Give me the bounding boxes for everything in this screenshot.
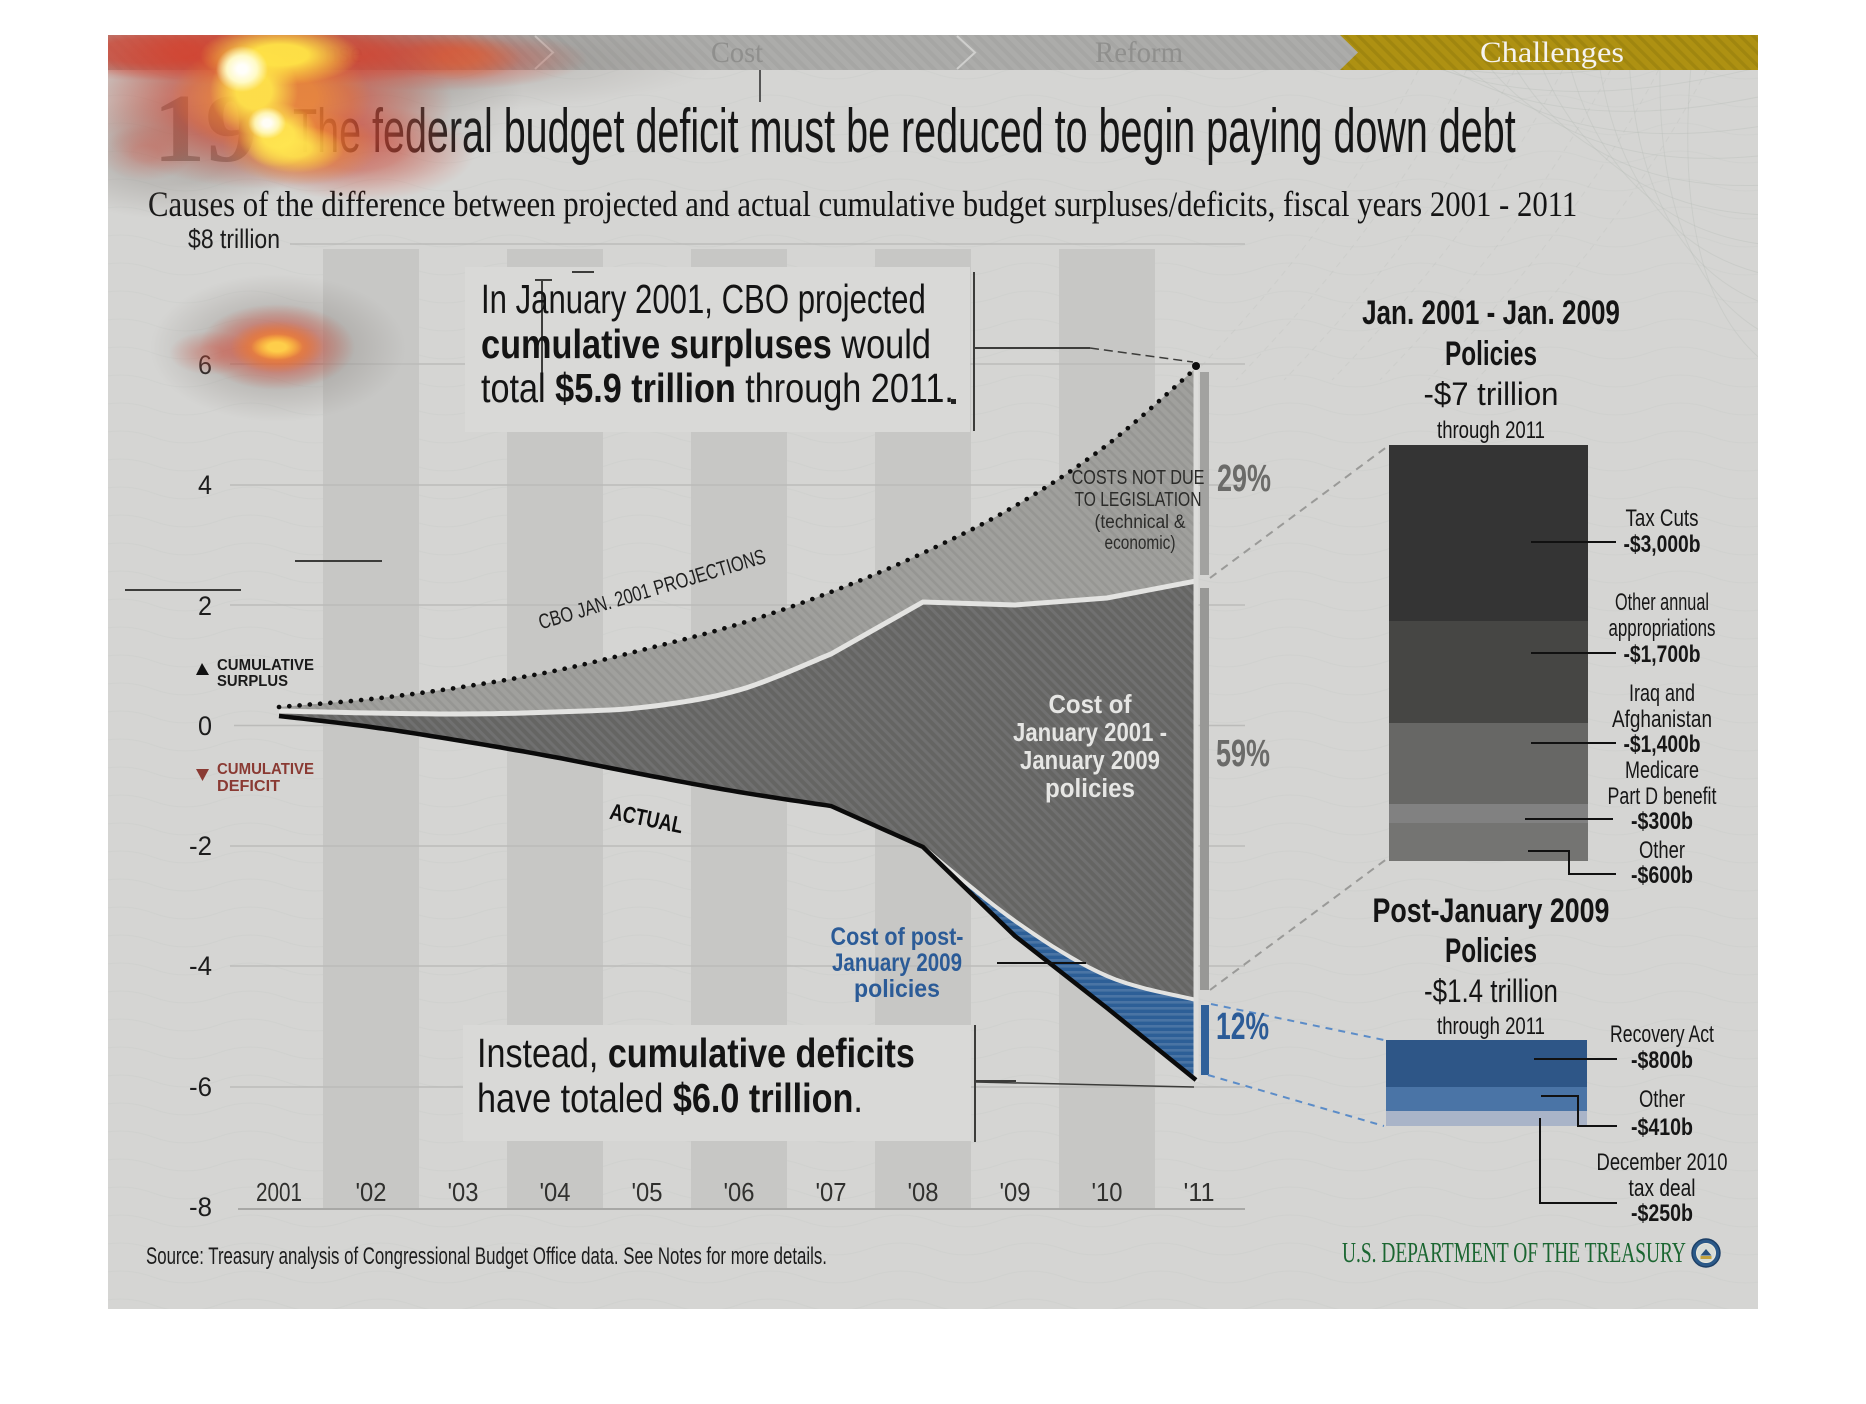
svg-text:January 2009: January 2009 <box>832 948 962 976</box>
svg-text:December 2010: December 2010 <box>1597 1149 1728 1176</box>
svg-text:Afghanistan: Afghanistan <box>1612 705 1712 733</box>
svg-text:'06: '06 <box>724 1178 755 1207</box>
svg-text:Cost of post-: Cost of post- <box>831 923 964 951</box>
svg-text:59%: 59% <box>1216 731 1270 774</box>
svg-text:Tax Cuts: Tax Cuts <box>1626 505 1699 532</box>
svg-text:-$1,700b: -$1,700b <box>1624 640 1701 668</box>
svg-text:-$3,000b: -$3,000b <box>1624 530 1701 558</box>
svg-text:cumulative surpluses would: cumulative surpluses would <box>481 322 931 368</box>
svg-text:TO LEGISLATION: TO LEGISLATION <box>1075 488 1202 510</box>
svg-text:Policies: Policies <box>1445 932 1537 970</box>
svg-text:'04: '04 <box>540 1178 571 1207</box>
svg-text:(technical &: (technical & <box>1095 511 1186 532</box>
svg-text:'10: '10 <box>1092 1178 1123 1207</box>
svg-text:29%: 29% <box>1217 456 1271 499</box>
svg-text:-$410b: -$410b <box>1631 1113 1693 1140</box>
svg-text:CUMULATIVE: CUMULATIVE <box>217 657 314 675</box>
svg-text:12%: 12% <box>1216 1004 1269 1047</box>
svg-text:'09: '09 <box>1000 1178 1031 1207</box>
svg-text:2001: 2001 <box>256 1178 302 1207</box>
svg-text:19: 19 <box>153 75 258 183</box>
svg-text:Recovery Act: Recovery Act <box>1610 1021 1714 1047</box>
svg-text:'05: '05 <box>632 1178 663 1207</box>
svg-text:SURPLUS: SURPLUS <box>217 673 288 691</box>
svg-text:Cost: Cost <box>711 36 763 69</box>
svg-text:January 2009: January 2009 <box>1020 746 1160 775</box>
svg-text:policies: policies <box>854 975 940 1003</box>
svg-text:-$7 trillion: -$7 trillion <box>1424 376 1559 412</box>
svg-text:-$800b: -$800b <box>1631 1046 1693 1073</box>
svg-text:Post-January 2009: Post-January 2009 <box>1373 892 1610 930</box>
svg-text:Challenges: Challenges <box>1480 35 1624 69</box>
svg-text:Iraq and: Iraq and <box>1629 681 1695 707</box>
svg-text:DEFICIT: DEFICIT <box>217 777 280 795</box>
svg-text:January 2001 -: January 2001 - <box>1013 718 1167 747</box>
svg-text:total $5.9 trillion through 20: total $5.9 trillion through 2011. <box>481 366 954 412</box>
svg-text:0: 0 <box>198 710 212 741</box>
svg-text:U.S. DEPARTMENT OF THE TREASUR: U.S. DEPARTMENT OF THE TREASURY <box>1342 1239 1686 1269</box>
svg-text:In January 2001, CBO projected: In January 2001, CBO projected <box>481 276 926 322</box>
svg-text:have totaled $6.0 trillion.: have totaled $6.0 trillion. <box>477 1076 863 1122</box>
svg-text:-6: -6 <box>189 1071 212 1102</box>
svg-text:Reform: Reform <box>1095 36 1183 69</box>
svg-text:Other: Other <box>1639 837 1685 864</box>
svg-text:-2: -2 <box>189 830 212 861</box>
svg-text:'03: '03 <box>448 1178 479 1207</box>
svg-text:COSTS NOT DUE: COSTS NOT DUE <box>1072 466 1205 488</box>
svg-text:-$300b: -$300b <box>1631 807 1693 834</box>
svg-text:-$600b: -$600b <box>1631 861 1693 888</box>
svg-text:6: 6 <box>198 349 212 380</box>
svg-text:'08: '08 <box>908 1178 939 1207</box>
svg-text:-4: -4 <box>189 950 212 981</box>
svg-text:Response: Response <box>251 37 363 69</box>
svg-text:Part D benefit: Part D benefit <box>1608 784 1717 810</box>
svg-text:Jan. 2001 - Jan. 2009: Jan. 2001 - Jan. 2009 <box>1362 295 1620 332</box>
svg-text:$8 trillion: $8 trillion <box>188 224 280 254</box>
svg-text:economic): economic) <box>1105 531 1176 553</box>
svg-text:Other annual: Other annual <box>1615 589 1709 616</box>
svg-text:appropriations: appropriations <box>1609 615 1716 642</box>
svg-text:'11: '11 <box>1184 1179 1215 1207</box>
svg-text:Other: Other <box>1639 1086 1685 1113</box>
svg-text:Cost of: Cost of <box>1049 690 1133 719</box>
svg-text:policies: policies <box>1045 774 1135 803</box>
svg-text:Instead, cumulative deficits: Instead, cumulative deficits <box>477 1030 915 1076</box>
svg-text:Medicare: Medicare <box>1625 758 1699 784</box>
svg-text:Causes of the difference betwe: Causes of the difference between project… <box>148 185 1577 225</box>
svg-text:-$1.4 trillion: -$1.4 trillion <box>1424 975 1558 1010</box>
svg-text:tax deal: tax deal <box>1629 1174 1696 1202</box>
svg-text:'02: '02 <box>356 1178 387 1207</box>
svg-text:-$1,400b: -$1,400b <box>1624 730 1701 758</box>
svg-text:The federal budget deficit mus: The federal budget deficit must be reduc… <box>293 97 1516 166</box>
svg-text:through 2011: through 2011 <box>1437 1013 1545 1040</box>
svg-text:'07: '07 <box>816 1178 847 1207</box>
svg-text:Policies: Policies <box>1445 335 1537 373</box>
svg-text:CUMULATIVE: CUMULATIVE <box>217 761 314 779</box>
svg-text:through 2011: through 2011 <box>1437 417 1545 444</box>
svg-text:4: 4 <box>198 469 212 500</box>
svg-text:2: 2 <box>198 590 212 621</box>
svg-text:-8: -8 <box>189 1191 212 1222</box>
svg-text:-$250b: -$250b <box>1631 1199 1693 1226</box>
svg-text:Source: Treasury analysis of C: Source: Treasury analysis of Congression… <box>146 1243 827 1270</box>
